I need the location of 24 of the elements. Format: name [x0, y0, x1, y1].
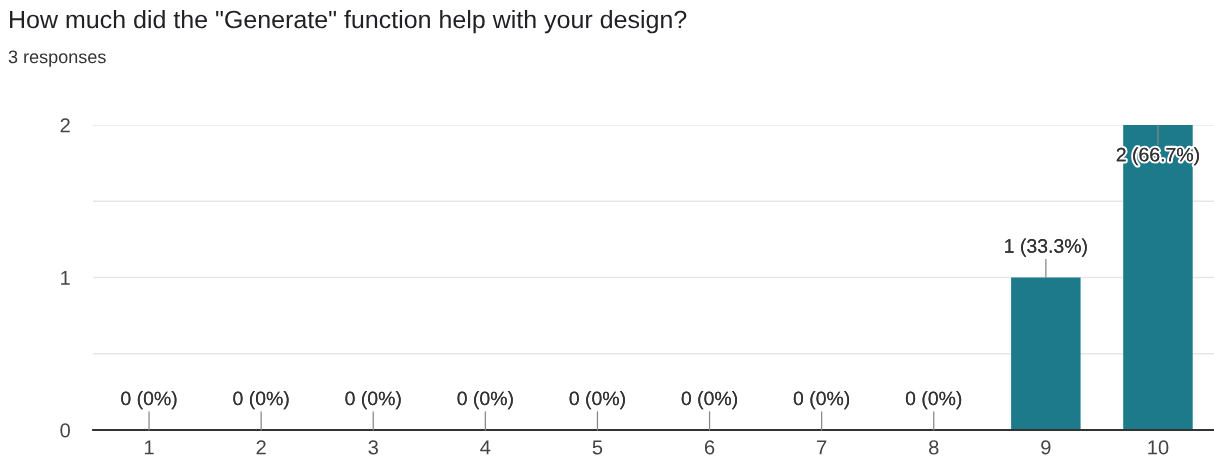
x-tick-label: 2 — [256, 440, 266, 455]
data-label: 1 (33.3%) — [1005, 238, 1087, 257]
x-tick-label: 4 — [480, 440, 491, 455]
data-label: 0 (0%) — [121, 391, 177, 410]
x-tick-label: 8 — [929, 440, 939, 455]
x-tick-label: 7 — [817, 440, 827, 455]
chart-title: How much did the "Generate" function help with your design? — [10, 10, 687, 34]
x-tick-label: 6 — [704, 440, 715, 455]
data-label: 0 (0%) — [681, 391, 737, 410]
data-label: 0 (0%) — [569, 391, 625, 410]
y-tick-label: 1 — [61, 270, 70, 285]
x-tick-label: 3 — [368, 440, 378, 455]
data-label: 0 (0%) — [233, 391, 289, 410]
x-tick-label: 5 — [592, 440, 603, 455]
y-tick-label: 0 — [60, 423, 70, 438]
data-label: 0 (0%) — [345, 391, 401, 410]
x-tick-label: 10 — [1148, 440, 1169, 455]
chart-subtitle: 3 responses — [8, 50, 106, 67]
data-label: 0 (0%) — [905, 391, 962, 410]
x-tick-label: 9 — [1041, 440, 1051, 455]
data-label: 0 (0%) — [457, 391, 513, 410]
y-tick-label: 2 — [60, 118, 70, 133]
data-label: 0 (0%) — [793, 391, 850, 410]
x-tick-label: 1 — [144, 440, 154, 455]
